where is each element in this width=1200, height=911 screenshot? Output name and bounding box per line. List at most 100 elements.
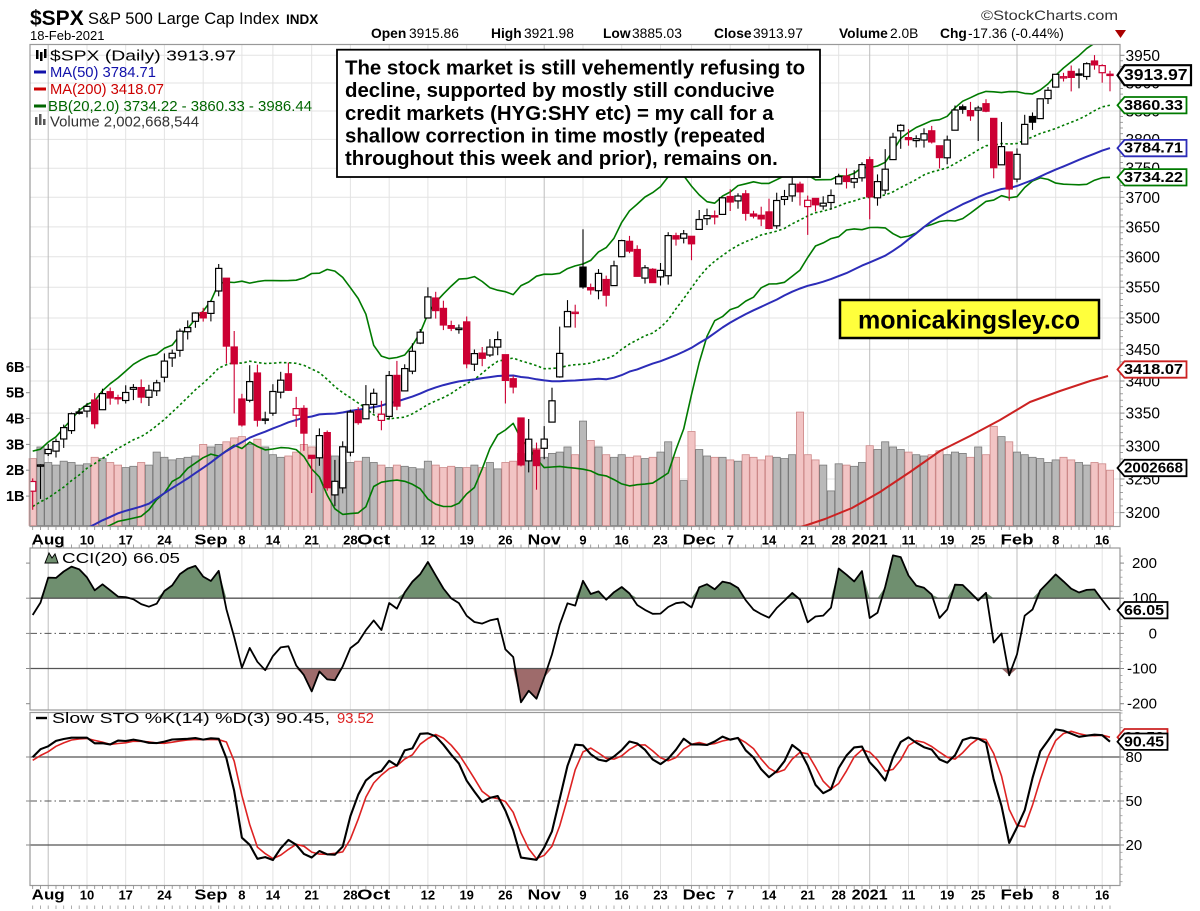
- svg-text:3650: 3650: [1126, 219, 1161, 236]
- svg-text:17: 17: [118, 533, 132, 548]
- svg-text:credit markets (HYG:SHY etc) =: credit markets (HYG:SHY etc) = my call f…: [345, 103, 774, 125]
- svg-text:19: 19: [459, 533, 473, 548]
- svg-text:14: 14: [266, 888, 281, 903]
- svg-text:3885.03: 3885.03: [632, 26, 682, 41]
- svg-text:2021: 2021: [852, 887, 888, 904]
- svg-text:9: 9: [579, 888, 586, 903]
- svg-text:19: 19: [459, 888, 473, 903]
- svg-text:2002668: 2002668: [1124, 461, 1183, 477]
- svg-text:3950: 3950: [1126, 48, 1161, 65]
- svg-text:3450: 3450: [1126, 342, 1161, 359]
- svg-text:20: 20: [1126, 837, 1143, 854]
- svg-text:3913.97: 3913.97: [753, 26, 803, 41]
- svg-text:monicakingsley.co: monicakingsley.co: [858, 307, 1080, 335]
- svg-text:BB(20,2.0) 3734.22 - 3860.33 -: BB(20,2.0) 3734.22 - 3860.33 - 3986.44: [48, 99, 312, 115]
- svg-text:21: 21: [800, 888, 814, 903]
- svg-text:90.45: 90.45: [1124, 734, 1164, 750]
- svg-text:3600: 3600: [1126, 249, 1161, 266]
- svg-text:21: 21: [304, 888, 318, 903]
- svg-text:MA(200) 3418.07: MA(200) 3418.07: [50, 81, 164, 98]
- svg-text:-100: -100: [1127, 661, 1157, 678]
- svg-text:16: 16: [614, 888, 628, 903]
- svg-text:3860.33: 3860.33: [1124, 98, 1183, 114]
- svg-text:12: 12: [421, 888, 435, 903]
- svg-text:93.52: 93.52: [337, 711, 374, 727]
- svg-text:Slow STO %K(14) %D(3) 90.45,: Slow STO %K(14) %D(3) 90.45,: [52, 711, 330, 727]
- svg-text:24: 24: [157, 533, 172, 548]
- svg-text:3913.97: 3913.97: [1124, 67, 1188, 84]
- svg-text:23: 23: [653, 533, 667, 548]
- svg-text:3418.07: 3418.07: [1124, 362, 1183, 378]
- svg-text:3784.71: 3784.71: [1124, 141, 1183, 157]
- svg-text:6B: 6B: [6, 360, 25, 376]
- svg-text:19: 19: [940, 533, 954, 548]
- svg-text:9: 9: [579, 533, 586, 548]
- svg-text:66.05: 66.05: [1124, 603, 1164, 619]
- svg-text:12: 12: [421, 533, 435, 548]
- svg-text:28: 28: [831, 533, 845, 548]
- svg-text:7: 7: [727, 533, 734, 548]
- svg-text:decline, supported by mostly s: decline, supported by mostly still condu…: [345, 80, 774, 102]
- svg-text:Feb: Feb: [1001, 532, 1034, 549]
- svg-text:11: 11: [902, 533, 916, 548]
- svg-text:10: 10: [80, 888, 94, 903]
- svg-text:3200: 3200: [1126, 505, 1161, 522]
- svg-text:18-Feb-2021: 18-Feb-2021: [30, 28, 104, 43]
- svg-text:21: 21: [304, 533, 318, 548]
- svg-text:$SPX (Daily) 3913.97: $SPX (Daily) 3913.97: [50, 48, 236, 65]
- svg-text:3B: 3B: [6, 437, 25, 453]
- svg-text:14: 14: [762, 533, 777, 548]
- svg-text:14: 14: [762, 888, 777, 903]
- svg-text:3550: 3550: [1126, 280, 1161, 297]
- svg-text:Nov: Nov: [528, 887, 562, 904]
- svg-text:11: 11: [902, 888, 916, 903]
- svg-text:©StockCharts.com: ©StockCharts.com: [981, 7, 1118, 23]
- svg-text:16: 16: [1095, 533, 1109, 548]
- svg-text:50: 50: [1126, 793, 1143, 810]
- svg-text:3700: 3700: [1126, 190, 1161, 207]
- svg-text:MA(50) 3784.71: MA(50) 3784.71: [50, 64, 156, 81]
- svg-text:28: 28: [831, 888, 845, 903]
- svg-text:Low: Low: [603, 26, 631, 41]
- svg-text:Aug: Aug: [32, 887, 65, 904]
- svg-text:Open: Open: [371, 26, 406, 41]
- svg-text:3300: 3300: [1126, 438, 1161, 455]
- svg-text:28: 28: [343, 533, 357, 548]
- svg-text:Oct: Oct: [357, 887, 390, 904]
- svg-text:16: 16: [1095, 888, 1109, 903]
- svg-text:High: High: [491, 26, 522, 41]
- svg-text:8: 8: [238, 533, 245, 548]
- svg-text:Feb: Feb: [1001, 887, 1034, 904]
- svg-text:21: 21: [800, 533, 814, 548]
- svg-text:3921.98: 3921.98: [524, 26, 574, 41]
- svg-text:80: 80: [1126, 749, 1143, 766]
- svg-text:throughout this week and prior: throughout this week and prior), remains…: [345, 148, 778, 170]
- svg-text:8: 8: [1052, 533, 1059, 548]
- svg-text:$SPX: $SPX: [30, 7, 84, 30]
- svg-text:17: 17: [118, 888, 132, 903]
- svg-text:4B: 4B: [6, 412, 25, 428]
- svg-text:2B: 2B: [6, 463, 25, 479]
- svg-text:26: 26: [498, 533, 512, 548]
- svg-text:24: 24: [157, 888, 172, 903]
- svg-text:Dec: Dec: [683, 887, 716, 904]
- svg-text:Volume: Volume: [839, 26, 888, 41]
- svg-text:8: 8: [1052, 888, 1059, 903]
- svg-text:Volume 2,002,668,544: Volume 2,002,668,544: [50, 114, 199, 131]
- svg-text:25: 25: [971, 888, 985, 903]
- svg-text:14: 14: [266, 533, 281, 548]
- svg-text:INDX: INDX: [286, 12, 318, 27]
- svg-text:0: 0: [1149, 625, 1157, 642]
- svg-text:Sep: Sep: [194, 887, 227, 904]
- svg-text:3734.22: 3734.22: [1124, 170, 1183, 186]
- svg-text:23: 23: [653, 888, 667, 903]
- svg-text:200: 200: [1132, 555, 1157, 572]
- svg-text:Aug: Aug: [32, 532, 65, 549]
- svg-text:3500: 3500: [1126, 311, 1161, 328]
- svg-text:CCI(20) 66.05: CCI(20) 66.05: [62, 551, 180, 567]
- svg-text:-200: -200: [1127, 696, 1157, 713]
- svg-text:16: 16: [614, 533, 628, 548]
- svg-text:26: 26: [498, 888, 512, 903]
- svg-text:2021: 2021: [852, 532, 888, 549]
- svg-text:3350: 3350: [1126, 406, 1161, 423]
